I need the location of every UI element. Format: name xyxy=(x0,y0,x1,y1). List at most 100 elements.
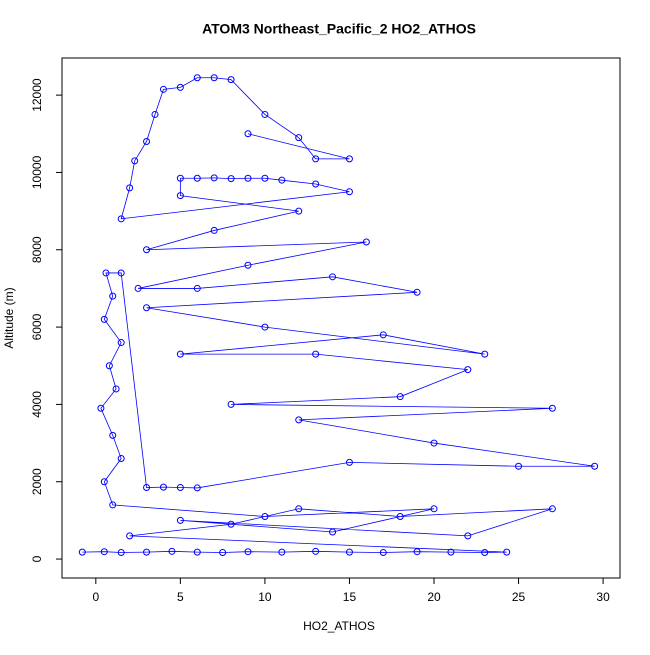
data-point xyxy=(219,548,227,556)
data-point xyxy=(503,548,511,556)
data-line xyxy=(82,77,595,553)
data-point xyxy=(329,528,337,536)
data-point xyxy=(159,85,167,93)
data-point xyxy=(464,532,472,540)
data-point xyxy=(109,292,117,300)
data-point xyxy=(102,269,110,277)
data-point xyxy=(176,516,184,524)
data-point xyxy=(244,174,252,182)
y-tick-label: 4000 xyxy=(30,391,44,418)
data-point xyxy=(193,74,201,82)
data-point xyxy=(117,548,125,556)
data-point xyxy=(105,362,113,370)
data-point xyxy=(176,484,184,492)
data-point xyxy=(117,339,125,347)
data-point xyxy=(329,273,337,281)
data-point xyxy=(109,431,117,439)
data-point xyxy=(131,157,139,165)
data-point xyxy=(345,458,353,466)
y-tick-label: 0 xyxy=(30,555,44,562)
data-point xyxy=(413,548,421,556)
data-point xyxy=(261,323,269,331)
data-point xyxy=(134,284,142,292)
data-point xyxy=(151,110,159,118)
data-point xyxy=(295,134,303,142)
data-point xyxy=(176,83,184,91)
x-tick-label: 0 xyxy=(92,590,99,604)
data-point xyxy=(176,174,184,182)
data-point xyxy=(168,547,176,555)
x-tick-label: 20 xyxy=(427,590,441,604)
data-point xyxy=(278,176,286,184)
data-point xyxy=(117,455,125,463)
data-point xyxy=(548,505,556,513)
data-point xyxy=(345,155,353,163)
data-point xyxy=(143,484,151,492)
data-point xyxy=(176,192,184,200)
data-point xyxy=(345,548,353,556)
data-point xyxy=(193,284,201,292)
data-point xyxy=(295,416,303,424)
data-point xyxy=(396,393,404,401)
data-point xyxy=(481,548,489,556)
data-point xyxy=(193,548,201,556)
data-point xyxy=(193,484,201,492)
data-point xyxy=(312,547,320,555)
y-tick-label: 10000 xyxy=(30,155,44,189)
data-point xyxy=(100,548,108,556)
data-point xyxy=(515,462,523,470)
x-tick-label: 15 xyxy=(343,590,357,604)
x-axis-label: HO2_ATHOS xyxy=(303,619,375,633)
data-point xyxy=(413,288,421,296)
data-point xyxy=(244,130,252,138)
data-point xyxy=(345,188,353,196)
y-tick-label: 2000 xyxy=(30,468,44,495)
data-point xyxy=(312,155,320,163)
y-tick-label: 8000 xyxy=(30,236,44,263)
data-point xyxy=(278,548,286,556)
data-point xyxy=(227,76,235,84)
data-point xyxy=(143,246,151,254)
data-point xyxy=(591,462,599,470)
data-point xyxy=(176,350,184,358)
data-point xyxy=(159,483,167,491)
x-tick-label: 10 xyxy=(258,590,272,604)
y-tick-label: 6000 xyxy=(30,313,44,340)
data-point xyxy=(126,184,134,192)
x-tick-label: 5 xyxy=(177,590,184,604)
data-point xyxy=(210,226,218,234)
data-point xyxy=(117,215,125,223)
data-point xyxy=(464,366,472,374)
data-point xyxy=(312,180,320,188)
data-point xyxy=(143,304,151,312)
data-point xyxy=(295,207,303,215)
data-point xyxy=(227,400,235,408)
data-point xyxy=(227,175,235,183)
x-tick-label: 30 xyxy=(596,590,610,604)
data-point xyxy=(362,238,370,246)
data-point xyxy=(97,404,105,412)
data-point xyxy=(481,350,489,358)
data-point xyxy=(117,269,125,277)
data-point xyxy=(227,520,235,528)
data-point xyxy=(396,513,404,521)
data-point xyxy=(312,350,320,358)
y-axis-label: Altitude (m) xyxy=(2,287,16,348)
data-point xyxy=(447,548,455,556)
plot-frame xyxy=(61,57,621,579)
data-point xyxy=(193,174,201,182)
data-point xyxy=(109,501,117,509)
data-point xyxy=(261,174,269,182)
data-point xyxy=(379,548,387,556)
data-point xyxy=(100,315,108,323)
chart-title: ATOM3 Northeast_Pacific_2 HO2_ATHOS xyxy=(202,21,476,37)
data-point xyxy=(430,505,438,513)
data-point xyxy=(210,74,218,82)
data-point xyxy=(244,548,252,556)
data-point xyxy=(548,404,556,412)
data-point xyxy=(244,261,252,269)
data-point xyxy=(143,548,151,556)
data-point xyxy=(430,439,438,447)
data-point xyxy=(100,478,108,486)
